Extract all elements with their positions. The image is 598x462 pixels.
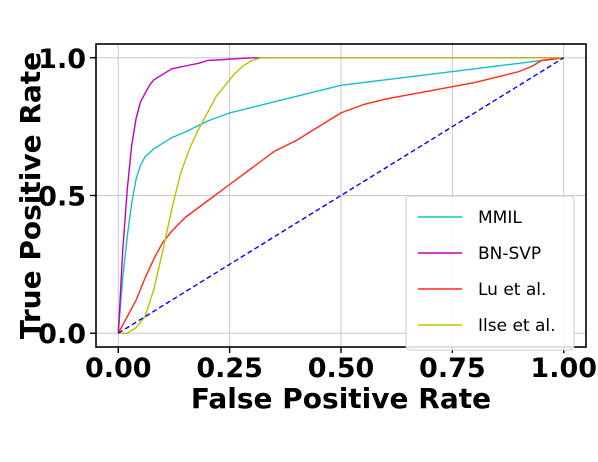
legend: MMIL BN-SVP Lu et al. Ilse et al. (405, 195, 575, 351)
legend-label: Ilse et al. (478, 316, 556, 336)
y-tick-label: 0.5 (38, 182, 86, 213)
x-tick-label: 0.75 (419, 353, 486, 384)
series-lines (117, 57, 565, 334)
diagonal-reference-line (117, 57, 565, 334)
x-tick-label: 0.50 (308, 353, 375, 384)
y-axis-title: True Positive Rate (14, 52, 47, 339)
series-line-1 (117, 57, 564, 334)
x-axis-title: False Positive Rate (191, 382, 491, 415)
y-tick-label: 1.0 (38, 44, 86, 75)
x-tick-label: 0.00 (85, 353, 152, 384)
x-tick-label: 0.25 (196, 353, 263, 384)
x-tick-label: 1.00 (530, 353, 597, 384)
legend-label: BN-SVP (478, 244, 541, 264)
legend-label: Lu et al. (478, 280, 546, 300)
legend-box (405, 195, 575, 351)
y-tick-label: 0.0 (38, 319, 86, 350)
series-line-4 (118, 57, 564, 334)
legend-label: MMIL (478, 208, 522, 228)
series-line-3 (117, 57, 564, 334)
axis-ticks: 0.00 0.25 0.50 0.75 1.00 0.0 0.5 1.0 (38, 44, 597, 384)
